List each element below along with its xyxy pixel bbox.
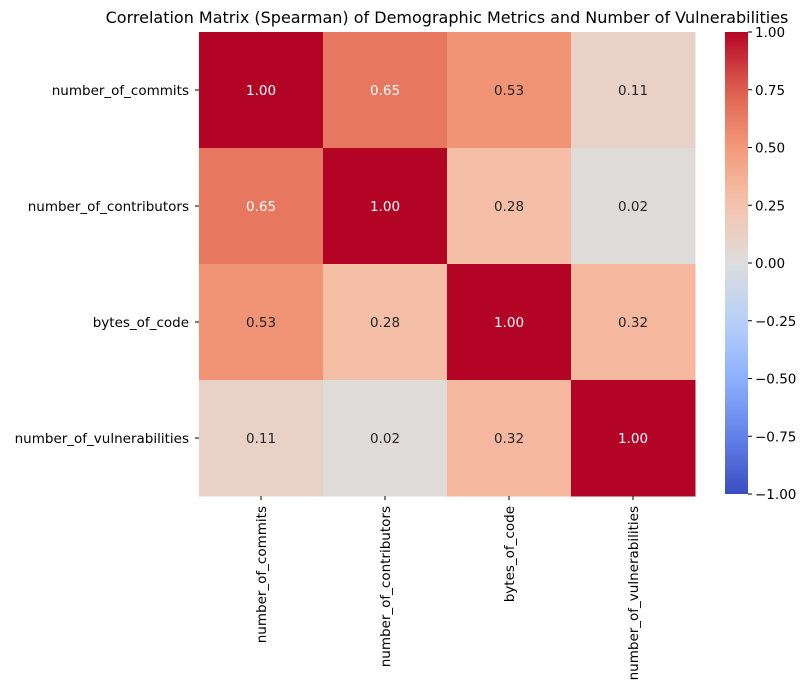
colorbar-tick-label: −0.75 [755,429,796,445]
row-label: number_of_vulnerabilities [15,431,189,447]
colorbar-tick-label: −1.00 [755,487,796,503]
column-labels: number_of_commits number_of_contributors b… [254,496,642,680]
cell-value-label: 0.53 [494,83,524,99]
heatmap-cell [447,32,572,149]
colorbar-tick-label: 0.50 [755,141,785,157]
cell-value-label: 0.02 [370,431,400,447]
row-label: number_of_commits [52,83,189,99]
cell-value-label: 1.00 [618,431,648,447]
colorbar-tick-label: −0.25 [755,314,796,330]
cell-value-label: 0.65 [246,199,276,215]
cell-value-label: 0.53 [246,315,276,331]
cell-value-label: 1.00 [494,315,524,331]
cell-value-label: 0.28 [494,199,524,215]
cell-value-label: 0.28 [370,315,400,331]
heatmap-cell [447,380,572,497]
colorbar: 1.00 0.75 0.50 0.25 0.00 −0.25 −0.50 −0.75 −1.00 [725,25,796,503]
cell-value-label: 0.32 [494,431,524,447]
cell-value-label: 0.32 [618,315,648,331]
heatmap-cell [199,380,324,497]
colorbar-tick-label: 0.25 [755,198,785,214]
column-label: number_of_contributors [378,506,394,667]
heatmap-cell [323,380,448,497]
heatmap-cell [323,32,448,149]
cell-value-label: 1.00 [370,199,400,215]
heatmap-cell [199,148,324,265]
cell-value-label: 0.11 [618,83,648,99]
heatmap-cell [447,148,572,265]
column-label: number_of_commits [254,506,270,643]
heatmap-cell [571,264,696,381]
cell-value-label: 0.02 [618,199,648,215]
cell-value-label: 1.00 [246,83,276,99]
cell-value-label: 0.65 [370,83,400,99]
heatmap-cell [199,264,324,381]
row-labels: number_of_commits number_of_contributorsb… [15,83,199,447]
colorbar-tick-label: 0.00 [755,256,785,272]
heatmap-cell [323,264,448,381]
heatmap-cells [199,32,696,497]
row-label: number_of_contributors [28,199,189,215]
colorbar-tick-label: −0.50 [755,372,796,388]
heatmap-cell [199,32,324,149]
colorbar-gradient [725,32,748,494]
heatmap-cell [323,148,448,265]
colorbar-tick-label: 0.75 [755,83,785,99]
column-label: bytes_of_code [502,506,518,602]
heatmap-cell [571,148,696,265]
cell-value-label: 0.11 [246,431,276,447]
heatmap-cell [447,264,572,381]
cell-annotations: 1.00 0.65 0.53 0.11 0.65 1.00 0.28 0.02 0.53 0.28… [246,83,648,447]
heatmap-cell [571,32,696,149]
heatmap-cell [571,380,696,497]
chart-title: Correlation Matrix (Spearman) of Demogra… [106,8,789,27]
row-label: bytes_of_code [93,315,189,331]
column-label: number_of_vulnerabilities [626,506,642,680]
colorbar-tick-label: 1.00 [755,25,785,41]
